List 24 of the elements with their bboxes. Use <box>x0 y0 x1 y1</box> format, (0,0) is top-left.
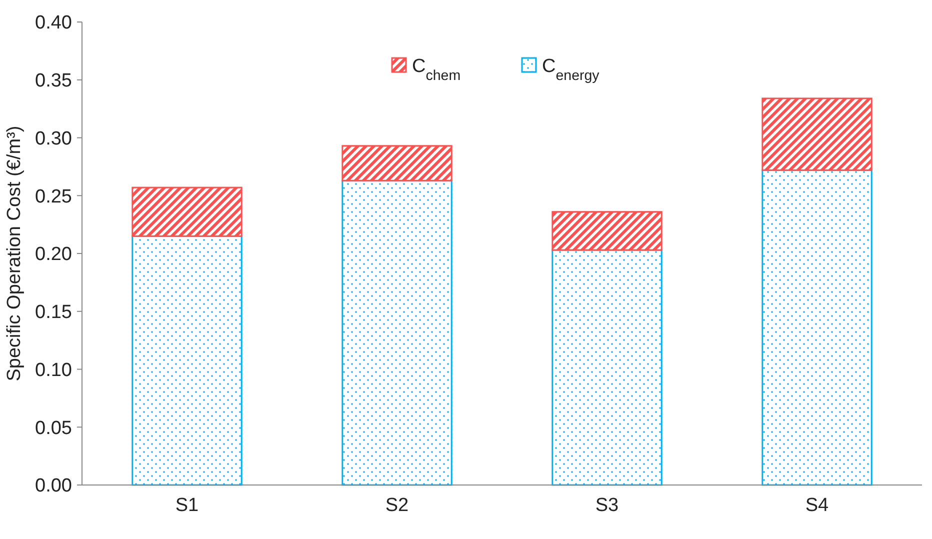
bar <box>342 145 452 182</box>
bar <box>552 249 662 486</box>
y-tick-label: 0.30 <box>35 128 72 150</box>
x-tick-label: S4 <box>805 495 830 516</box>
y-tick-label: 0.40 <box>35 12 72 34</box>
y-tick-label: 0.20 <box>35 244 72 266</box>
legend-label: C$_{energy}$ <box>542 56 600 84</box>
bar <box>132 186 242 237</box>
bar <box>342 180 452 486</box>
x-tick-label: S1 <box>175 495 199 516</box>
bar <box>762 169 872 486</box>
x-tick-label: S3 <box>595 495 619 516</box>
bar <box>552 211 662 251</box>
y-tick-label: 0.10 <box>35 360 72 381</box>
bar <box>762 98 872 171</box>
y-tick-label: 0.05 <box>35 418 72 439</box>
y-tick-label: 0.35 <box>35 70 72 92</box>
bar <box>132 235 242 486</box>
y-tick-label: 0.00 <box>35 476 72 497</box>
y-tick-label: 0.15 <box>35 302 72 324</box>
x-tick-label: S2 <box>385 495 409 516</box>
legend-label: C$_{chem}$ <box>412 56 461 84</box>
y-axis-title: Specific Operation Cost (€/m³) <box>4 126 25 382</box>
y-tick-label: 0.25 <box>35 186 72 208</box>
